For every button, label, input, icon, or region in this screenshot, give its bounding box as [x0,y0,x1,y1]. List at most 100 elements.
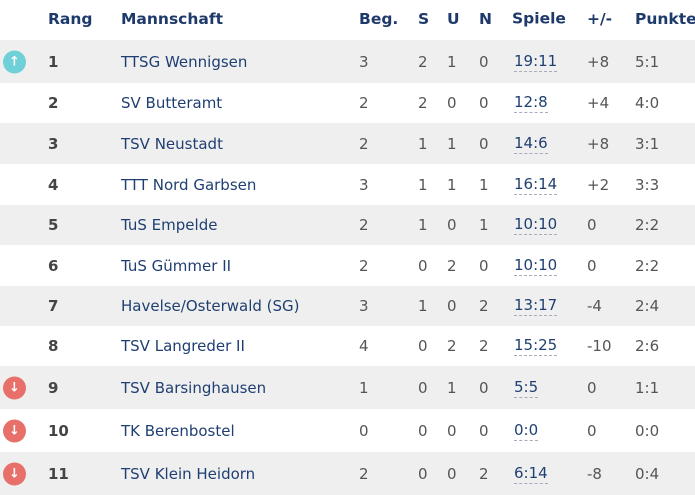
rank-cell: 2 [48,94,59,112]
team-name-cell[interactable]: Havelse/Osterwald (SG) [121,297,300,315]
rank-cell: 1 [48,52,59,71]
won-cell: 1 [418,216,428,234]
matches-link-cell[interactable]: 15:25 [514,336,558,356]
points-cell: 4:0 [635,94,660,112]
won-cell: 0 [418,256,428,275]
rank-cell: 7 [48,297,59,315]
draw-cell: 1 [447,134,457,153]
rank-cell: 10 [48,421,69,440]
header-won[interactable]: S [418,10,430,28]
points-cell: 3:3 [635,175,660,194]
diff-cell: -10 [587,337,612,355]
won-cell: 1 [418,297,428,315]
rank-cell: 5 [48,216,59,234]
diff-cell: +8 [587,52,610,71]
lost-cell: 2 [479,337,489,355]
header-lost[interactable]: N [479,10,492,28]
matches-link-cell[interactable]: 19:11 [514,51,558,72]
won-cell: 0 [418,337,428,355]
team-name-cell[interactable]: TSV Langreder II [121,337,245,355]
draw-cell: 0 [447,216,457,234]
table-row: ↑ 1 TTSG Wennigsen 3 2 1 0 19:11 +8 5:1 [0,40,695,83]
draw-cell: 0 [447,297,457,315]
matches-link-cell[interactable]: 10:10 [514,255,558,276]
won-cell: 1 [418,175,428,194]
points-cell: 2:2 [635,256,660,275]
rank-cell: 9 [48,378,59,397]
won-cell: 2 [418,94,428,112]
games-cell: 1 [359,378,369,397]
lost-cell: 2 [479,297,489,315]
won-cell: 0 [418,421,428,440]
header-matches[interactable]: Spiele [512,9,566,28]
points-cell: 5:1 [635,52,660,71]
rank-cell: 3 [48,134,59,153]
points-cell: 0:0 [635,421,660,440]
arrow-down-icon: ↓ [3,376,26,399]
games-cell: 4 [359,337,369,355]
draw-cell: 2 [447,256,457,275]
matches-link-cell[interactable]: 13:17 [514,296,558,316]
diff-cell: 0 [587,256,597,275]
lost-cell: 0 [479,256,489,275]
team-name-cell[interactable]: SV Butteramt [121,94,223,112]
matches-link-cell[interactable]: 6:14 [514,463,548,484]
table-row: 6 TuS Gümmer II 2 0 2 0 10:10 0 2:2 [0,245,695,286]
matches-link-cell[interactable]: 5:5 [514,377,539,398]
matches-link-cell[interactable]: 14:6 [514,133,548,154]
rank-cell: 8 [48,337,59,355]
header-draw[interactable]: U [447,10,460,28]
matches-link-cell[interactable]: 10:10 [514,215,558,235]
header-diff[interactable]: +/- [587,10,613,28]
diff-cell: -4 [587,297,602,315]
lost-cell: 2 [479,464,489,483]
diff-cell: -8 [587,464,602,483]
arrow-up-icon: ↑ [3,50,26,73]
games-cell: 2 [359,256,369,275]
lost-cell: 0 [479,421,489,440]
matches-link-cell[interactable]: 16:14 [514,174,558,195]
draw-cell: 2 [447,337,457,355]
team-name-cell[interactable]: TTT Nord Garbsen [121,175,257,194]
team-name-cell[interactable]: TuS Empelde [121,216,218,234]
won-cell: 0 [418,464,428,483]
points-cell: 2:6 [635,337,660,355]
table-row: 3 TSV Neustadt 2 1 1 0 14:6 +8 3:1 [0,123,695,164]
table-row: ↓ 9 TSV Barsinghausen 1 0 1 0 5:5 0 1:1 [0,366,695,409]
matches-link-cell[interactable]: 0:0 [514,420,539,441]
team-name-cell[interactable]: TSV Klein Heidorn [121,464,256,483]
table-row: 5 TuS Empelde 2 1 0 1 10:10 0 2:2 [0,205,695,245]
table-row: 8 TSV Langreder II 4 0 2 2 15:25 -10 2:6 [0,326,695,366]
diff-cell: 0 [587,421,597,440]
games-cell: 2 [359,464,369,483]
points-cell: 3:1 [635,134,660,153]
draw-cell: 1 [447,52,457,71]
diff-cell: 0 [587,378,597,397]
header-team[interactable]: Mannschaft [121,10,224,28]
table-row: ↓ 11 TSV Klein Heidorn 2 0 0 2 6:14 -8 0:4 [0,452,695,495]
diff-cell: +2 [587,175,610,194]
games-cell: 2 [359,134,369,153]
lost-cell: 0 [479,134,489,153]
team-name-cell[interactable]: TuS Gümmer II [121,256,232,275]
matches-link-cell[interactable]: 12:8 [514,93,548,113]
lost-cell: 1 [479,175,489,194]
games-cell: 2 [359,216,369,234]
won-cell: 0 [418,378,428,397]
team-name-cell[interactable]: TSV Neustadt [121,134,223,153]
team-name-cell[interactable]: TSV Barsinghausen [121,378,267,397]
lost-cell: 0 [479,52,489,71]
table-row: 7 Havelse/Osterwald (SG) 3 1 0 2 13:17 -4 2:4 [0,286,695,326]
won-cell: 2 [418,52,428,71]
team-name-cell[interactable]: TTSG Wennigsen [121,52,248,71]
header-points[interactable]: Punkte [635,10,695,28]
header-rank[interactable]: Rang [48,10,93,28]
lost-cell: 0 [479,378,489,397]
header-games[interactable]: Beg. [359,10,399,28]
games-cell: 3 [359,297,369,315]
team-name-cell[interactable]: TK Berenbostel [121,421,235,440]
points-cell: 0:4 [635,464,660,483]
lost-cell: 1 [479,216,489,234]
points-cell: 1:1 [635,378,660,397]
